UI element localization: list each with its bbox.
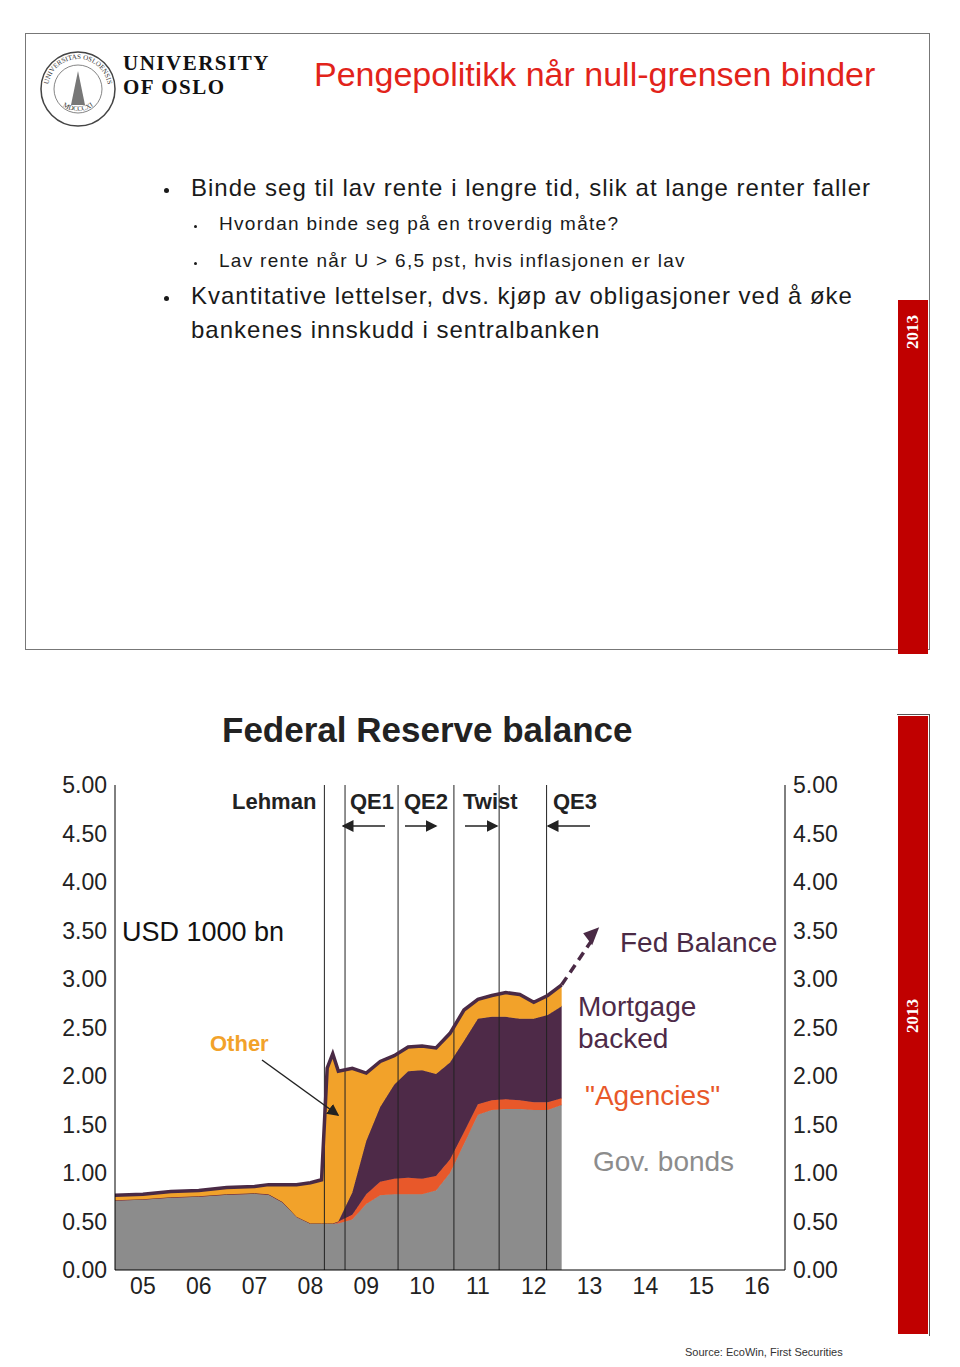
svg-text:14: 14 (633, 1273, 659, 1299)
svg-text:12: 12 (521, 1273, 547, 1299)
svg-text:4.50: 4.50 (62, 821, 107, 847)
html-text:QE2: QE2 (404, 789, 448, 814)
svg-text:0.00: 0.00 (62, 1257, 107, 1283)
html-text:USD 1000 bn: USD 1000 bn (122, 917, 285, 947)
svg-text:3.00: 3.00 (793, 966, 838, 992)
html-text:Source: EcoWin, First Securiti: Source: EcoWin, First Securities (685, 1346, 843, 1358)
svg-text:0.50: 0.50 (62, 1209, 107, 1235)
svg-text:1.50: 1.50 (62, 1112, 107, 1138)
html-text:Pengepolitikk når null-grensen: Pengepolitikk når null-grensen binder (314, 55, 876, 93)
svg-text:0.00: 0.00 (793, 1257, 838, 1283)
html-text:Twist: Twist (463, 789, 518, 814)
svg-text:2.50: 2.50 (793, 1015, 838, 1041)
svg-text:2.00: 2.00 (793, 1063, 838, 1089)
html-text:Mortgage backed: Mortgage backed (578, 991, 697, 1054)
svg-text:5.00: 5.00 (62, 772, 107, 798)
svg-text:1.50: 1.50 (793, 1112, 838, 1138)
svg-text:16: 16 (744, 1273, 770, 1299)
svg-text:09: 09 (353, 1273, 379, 1299)
html-text:Fed Balance: Fed Balance (620, 927, 778, 958)
svg-text:3.50: 3.50 (793, 918, 838, 944)
svg-text:11: 11 (466, 1273, 490, 1299)
svg-text:4.00: 4.00 (793, 869, 838, 895)
svg-text:06: 06 (186, 1273, 212, 1299)
svg-text:13: 13 (577, 1273, 603, 1299)
html-text:QE1: QE1 (350, 789, 394, 814)
html-text:Gov. bonds: Gov. bonds (593, 1146, 735, 1177)
svg-text:4.00: 4.00 (62, 869, 107, 895)
html-text:QE3: QE3 (553, 789, 597, 814)
svg-text:3.50: 3.50 (62, 918, 107, 944)
svg-text:5.00: 5.00 (793, 772, 838, 798)
svg-text:0.50: 0.50 (793, 1209, 838, 1235)
html-text:UNIVERSITY: UNIVERSITY (123, 51, 270, 75)
svg-text:05: 05 (130, 1273, 156, 1299)
svg-text:4.50: 4.50 (793, 821, 838, 847)
svg-text:2.00: 2.00 (62, 1063, 107, 1089)
html-text:Lehman: Lehman (232, 789, 317, 814)
html-text:Hvordan binde seg på en trover: Hvordan binde seg på en troverdig måte? (219, 213, 620, 234)
svg-text:10: 10 (409, 1273, 435, 1299)
svg-text:15: 15 (688, 1273, 714, 1299)
svg-text:07: 07 (242, 1273, 268, 1299)
html-text:2013: 2013 (903, 315, 922, 349)
svg-text:UNIVERSITAS OSLOENSIS: UNIVERSITAS OSLOENSIS (42, 53, 114, 85)
html-text:Kvantitative lettelser, dvs. k: Kvantitative lettelser, dvs. kjøp av obl… (191, 282, 853, 343)
svg-text:1.00: 1.00 (793, 1160, 838, 1186)
html-text:Other: Other (210, 1031, 269, 1056)
svg-text:1.00: 1.00 (62, 1160, 107, 1186)
svg-text:2.50: 2.50 (62, 1015, 107, 1041)
html-text:Federal Reserve balance: Federal Reserve balance (222, 710, 633, 749)
html-text:Binde seg til lav rente i leng: Binde seg til lav rente i lengre tid, sl… (191, 174, 871, 201)
svg-text:MDCCCXI: MDCCCXI (61, 100, 95, 114)
html-text:"Agencies": "Agencies" (585, 1080, 721, 1111)
html-text:2013: 2013 (903, 999, 922, 1033)
html-text:Lav rente når U > 6,5 pst, hvi: Lav rente når U > 6,5 pst, hvis inflasjo… (219, 250, 686, 271)
html-text:OF OSLO: OF OSLO (123, 75, 226, 99)
svg-text:08: 08 (298, 1273, 324, 1299)
svg-text:3.00: 3.00 (62, 966, 107, 992)
